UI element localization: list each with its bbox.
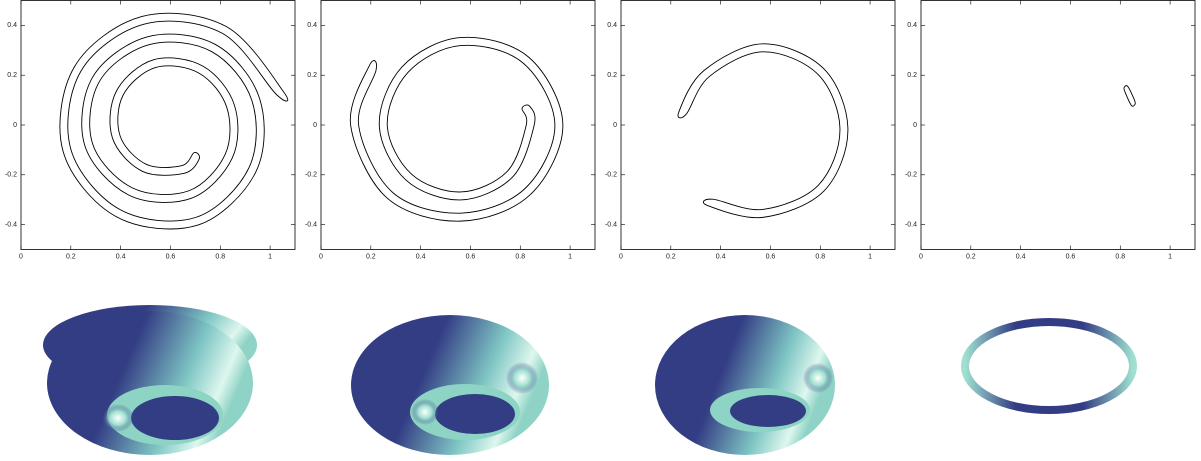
surface-render-1 (43, 305, 257, 455)
x-tick-label: 0.2 (966, 253, 976, 260)
x-tick-label: 0.6 (1066, 253, 1076, 260)
figure: 0 0.2 0.4 0.6 0.8 1 -0.4 -0.2 0 0.2 0.4 0 0.2 0.4 0.6 0… (0, 0, 1201, 461)
x-tick-label: 1 (868, 253, 872, 260)
y-tick-label: -0.2 (305, 172, 317, 179)
y-tick-label: 0 (913, 122, 917, 129)
y-tick-label: 0 (13, 122, 17, 129)
x-tick-label: 0 (619, 253, 623, 260)
plot-frame (621, 1, 895, 250)
y-tick-label: -0.4 (605, 221, 617, 228)
plot-frame (21, 1, 295, 250)
x-tick-label: 0.6 (766, 253, 776, 260)
x-tick-label: 0.4 (716, 253, 726, 260)
surface-render-4 (965, 322, 1133, 410)
y-tick-label: -0.2 (605, 172, 617, 179)
surface-render-2 (351, 315, 549, 455)
x-tick-label: 1 (1168, 253, 1172, 260)
y-tick-label: -0.2 (5, 172, 17, 179)
y-tick-label: 0.2 (907, 72, 917, 79)
x-tick-label: 0 (319, 253, 323, 260)
x-tick-label: 0.2 (366, 253, 376, 260)
contour-curve (678, 44, 848, 218)
page: {"chart_data": [ {"type": "line", "xlim"… (0, 0, 1201, 461)
x-tick-label: 0.6 (466, 253, 476, 260)
x-tick-label: 0.8 (815, 253, 825, 260)
y-tick-label: -0.2 (905, 172, 917, 179)
x-tick-label: 0.4 (1016, 253, 1026, 260)
x-tick-label: 0.8 (515, 253, 525, 260)
x-tick-label: 0.4 (116, 253, 126, 260)
y-tick-label: 0.2 (7, 72, 17, 79)
y-tick-label: -0.4 (5, 221, 17, 228)
y-tick-label: 0.2 (307, 72, 317, 79)
contour-curve (60, 13, 288, 229)
x-tick-label: 1 (268, 253, 272, 260)
contour-curve (350, 37, 563, 221)
x-tick-label: 0 (919, 253, 923, 260)
x-tick-label: 1 (568, 253, 572, 260)
y-tick-label: 0.4 (907, 22, 917, 29)
y-tick-label: 0.4 (7, 22, 17, 29)
y-tick-label: -0.4 (305, 221, 317, 228)
x-tick-label: 0.2 (66, 253, 76, 260)
x-tick-label: 0.8 (215, 253, 225, 260)
y-tick-label: 0.4 (607, 22, 617, 29)
x-tick-label: 0.8 (1115, 253, 1125, 260)
y-tick-label: 0 (613, 122, 617, 129)
y-tick-label: 0 (313, 122, 317, 129)
plot-frame (921, 1, 1195, 250)
x-tick-label: 0.6 (166, 253, 176, 260)
y-tick-label: -0.4 (905, 221, 917, 228)
y-tick-label: 0.4 (307, 22, 317, 29)
y-tick-label: 0.2 (607, 72, 617, 79)
x-tick-label: 0 (19, 253, 23, 260)
surface-render-3 (655, 315, 835, 455)
x-tick-label: 0.2 (666, 253, 676, 260)
contour-curve (1124, 86, 1136, 107)
x-tick-label: 0.4 (416, 253, 426, 260)
